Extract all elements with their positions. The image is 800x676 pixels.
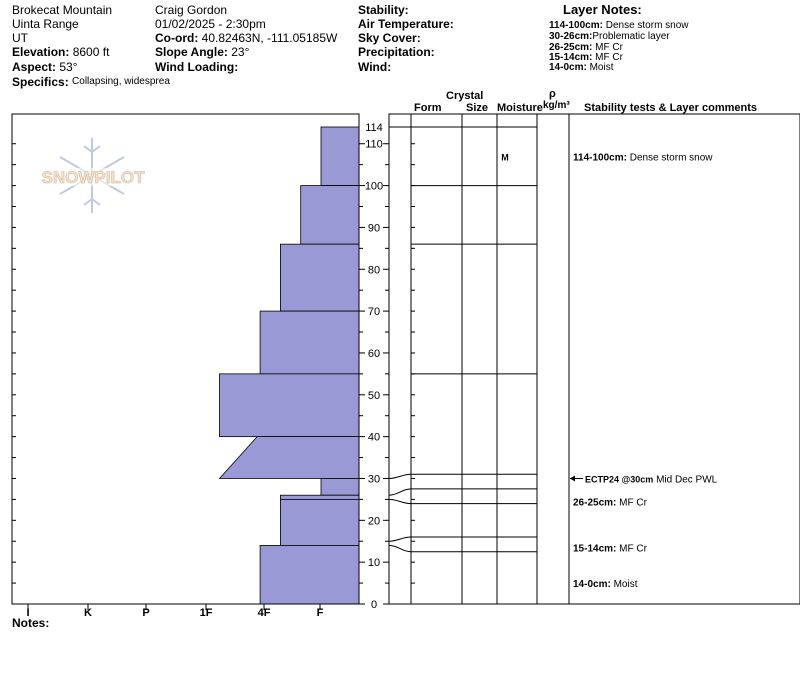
range-name: Uinta Range	[12, 17, 79, 31]
y-tick-label: 90	[368, 222, 380, 234]
hardness-layer	[279, 494, 360, 500]
x-tick-label: I	[26, 607, 29, 619]
layer-connector	[388, 473, 412, 479]
hardness-layer	[219, 373, 360, 438]
wind-loading-label: Wind Loading:	[155, 60, 239, 74]
hardness-layer	[218, 436, 360, 479]
layer-notes-title: Layer Notes:	[563, 2, 642, 17]
slope-angle: Slope Angle: 23°	[155, 45, 250, 59]
layer-connector	[388, 536, 412, 542]
stability-comment: ECTP24 @30cm Mid Dec PWL	[585, 474, 718, 485]
y-tick-label: 40	[368, 432, 380, 444]
elevation: Elevation: 8600 ft	[12, 45, 110, 59]
layer-comment: 15-14cm: MF Cr	[573, 544, 648, 555]
y-tick-label: 20	[368, 515, 380, 527]
layer-note: 30-26cm:Problematic layer	[549, 31, 670, 42]
crystal-header: Crystal	[446, 90, 484, 102]
y-tick-label: 60	[368, 348, 380, 360]
location-name: Brokecat Mountain	[12, 3, 113, 17]
hardness-layer	[259, 310, 360, 375]
stability-label: Stability:	[358, 3, 409, 17]
rho-header: ρ	[549, 88, 556, 100]
layer-comment: 14-0cm: Moist	[573, 579, 638, 590]
hardness-layer	[300, 185, 360, 245]
wind-label: Wind:	[358, 60, 392, 74]
moisture-header: Moisture	[497, 102, 543, 114]
x-tick-label: P	[142, 607, 149, 619]
y-tick-label: 114	[365, 122, 383, 134]
hardness-layer	[279, 498, 360, 546]
observer-name: Craig Gordon	[155, 3, 228, 17]
coordinates: Co-ord: 40.82463N, -111.05185W	[155, 31, 338, 45]
x-tick-label: 4F	[258, 607, 271, 619]
x-tick-label: 1F	[200, 607, 213, 619]
x-tick-label: K	[84, 607, 92, 619]
air-temperature-label: Air Temperature:	[358, 17, 454, 31]
y-tick-label: 80	[368, 264, 380, 276]
notes-label: Notes:	[12, 616, 50, 630]
layer-comment: 26-25cm: MF Cr	[573, 497, 648, 508]
hardness-layer	[259, 545, 360, 605]
state-name: UT	[12, 31, 28, 45]
form-header: Form	[414, 102, 442, 114]
y-tick-label: 0	[371, 599, 377, 611]
comments-header: Stability tests & Layer comments	[584, 102, 758, 114]
hardness-frame	[11, 113, 360, 605]
layer-connector	[388, 488, 412, 496]
y-tick-label: 110	[365, 139, 383, 151]
hardness-layer	[320, 126, 360, 186]
moisture-value: M	[501, 152, 509, 162]
layer-comment: 114-100cm: Dense storm snow	[573, 152, 713, 163]
y-tick-label: 10	[368, 557, 380, 569]
y-tick-label: 50	[368, 390, 380, 402]
layer-note: 15-14cm: MF Cr	[549, 52, 623, 63]
size-header: Size	[466, 102, 489, 114]
snowpilot-logo: SNOWPILOT	[34, 138, 154, 213]
y-tick-label: 30	[368, 473, 380, 485]
y-tick-label: 100	[365, 181, 383, 193]
x-tick-label: F	[317, 607, 324, 619]
arrow-head	[570, 475, 575, 482]
svg-text:SNOWPILOT: SNOWPILOT	[42, 168, 146, 187]
layer-note: 114-100cm: Dense storm snow	[549, 20, 689, 31]
hardness-layer	[320, 478, 360, 496]
specifics: Specifics: Collapsing, widespread	[12, 75, 171, 89]
y-tick-label: 70	[368, 306, 380, 318]
aspect: Aspect: 53°	[12, 60, 78, 74]
layer-connector	[388, 498, 412, 505]
layer-note: 14-0cm: Moist	[549, 62, 614, 73]
layer-connector	[388, 544, 412, 553]
observation-datetime: 01/02/2025 - 2:30pm	[155, 17, 266, 31]
hardness-layer	[279, 243, 360, 312]
precipitation-label: Precipitation:	[358, 45, 435, 59]
sky-cover-label: Sky Cover:	[358, 31, 421, 45]
layer-note: 26-25cm: MF Cr	[549, 42, 623, 53]
density-unit: kg/m³	[543, 100, 570, 111]
